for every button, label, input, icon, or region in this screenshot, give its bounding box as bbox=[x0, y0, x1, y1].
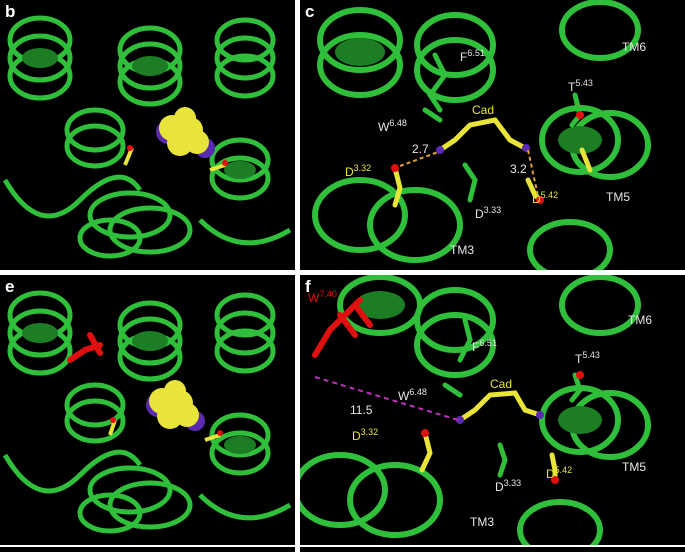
panel-e: e bbox=[0, 275, 295, 545]
d333-label: D3.33 bbox=[475, 205, 502, 221]
tm6-label-f: TM6 bbox=[628, 313, 652, 327]
t543-label-f: T5.43 bbox=[575, 350, 600, 366]
cad-label-f: Cad bbox=[490, 377, 513, 391]
distance-1: 2.7 bbox=[412, 142, 429, 156]
f651-label-f: F6.51 bbox=[472, 338, 497, 354]
panel-f-label: f bbox=[305, 277, 311, 296]
w740-label: W7.40 bbox=[308, 289, 337, 305]
d332-label: D3.32 bbox=[345, 163, 372, 179]
tm3-label: TM3 bbox=[450, 243, 474, 257]
f651-label: F6.51 bbox=[460, 48, 485, 64]
panel-f-structure bbox=[300, 275, 651, 545]
d542-label: D5.42 bbox=[532, 190, 559, 206]
panel-c-label: c bbox=[305, 2, 315, 21]
panel-e-structure bbox=[2, 290, 292, 534]
distance-f: 11.5 bbox=[350, 403, 373, 417]
w648-label: W6.48 bbox=[378, 118, 407, 134]
panel-b: b bbox=[0, 0, 295, 270]
panel-b-label: b bbox=[5, 2, 16, 21]
tm6-label: TM6 bbox=[622, 40, 646, 54]
panel-f: f W7.40 TM6 F6.51 T5.43 W6.48 Cad 11.5 D… bbox=[300, 275, 685, 545]
tm5-label: TM5 bbox=[606, 190, 630, 204]
panel-e-label: e bbox=[5, 277, 15, 296]
tm5-label-f: TM5 bbox=[622, 460, 646, 474]
d332-label-f: D3.32 bbox=[352, 427, 379, 443]
w648-label-f: W6.48 bbox=[398, 387, 427, 403]
tm3-label-f: TM3 bbox=[470, 515, 494, 529]
panel-bottom-right bbox=[300, 547, 685, 552]
panel-c-structure bbox=[312, 0, 651, 270]
ligand-spheres-b bbox=[156, 107, 215, 158]
t543-label: T5.43 bbox=[568, 78, 593, 94]
panel-bottom-left bbox=[0, 547, 295, 552]
d333-label-f: D3.33 bbox=[495, 478, 522, 494]
cad-label: Cad bbox=[472, 103, 495, 117]
ligand-spheres-e bbox=[146, 380, 205, 431]
panel-c: c TM6 F6.51 T5.43 W6.48 Cad 2.7 3.2 D3.3… bbox=[300, 0, 685, 270]
distance-2: 3.2 bbox=[510, 162, 527, 176]
d542-label-f: D5.42 bbox=[546, 465, 573, 481]
panel-b-structure bbox=[2, 15, 292, 259]
